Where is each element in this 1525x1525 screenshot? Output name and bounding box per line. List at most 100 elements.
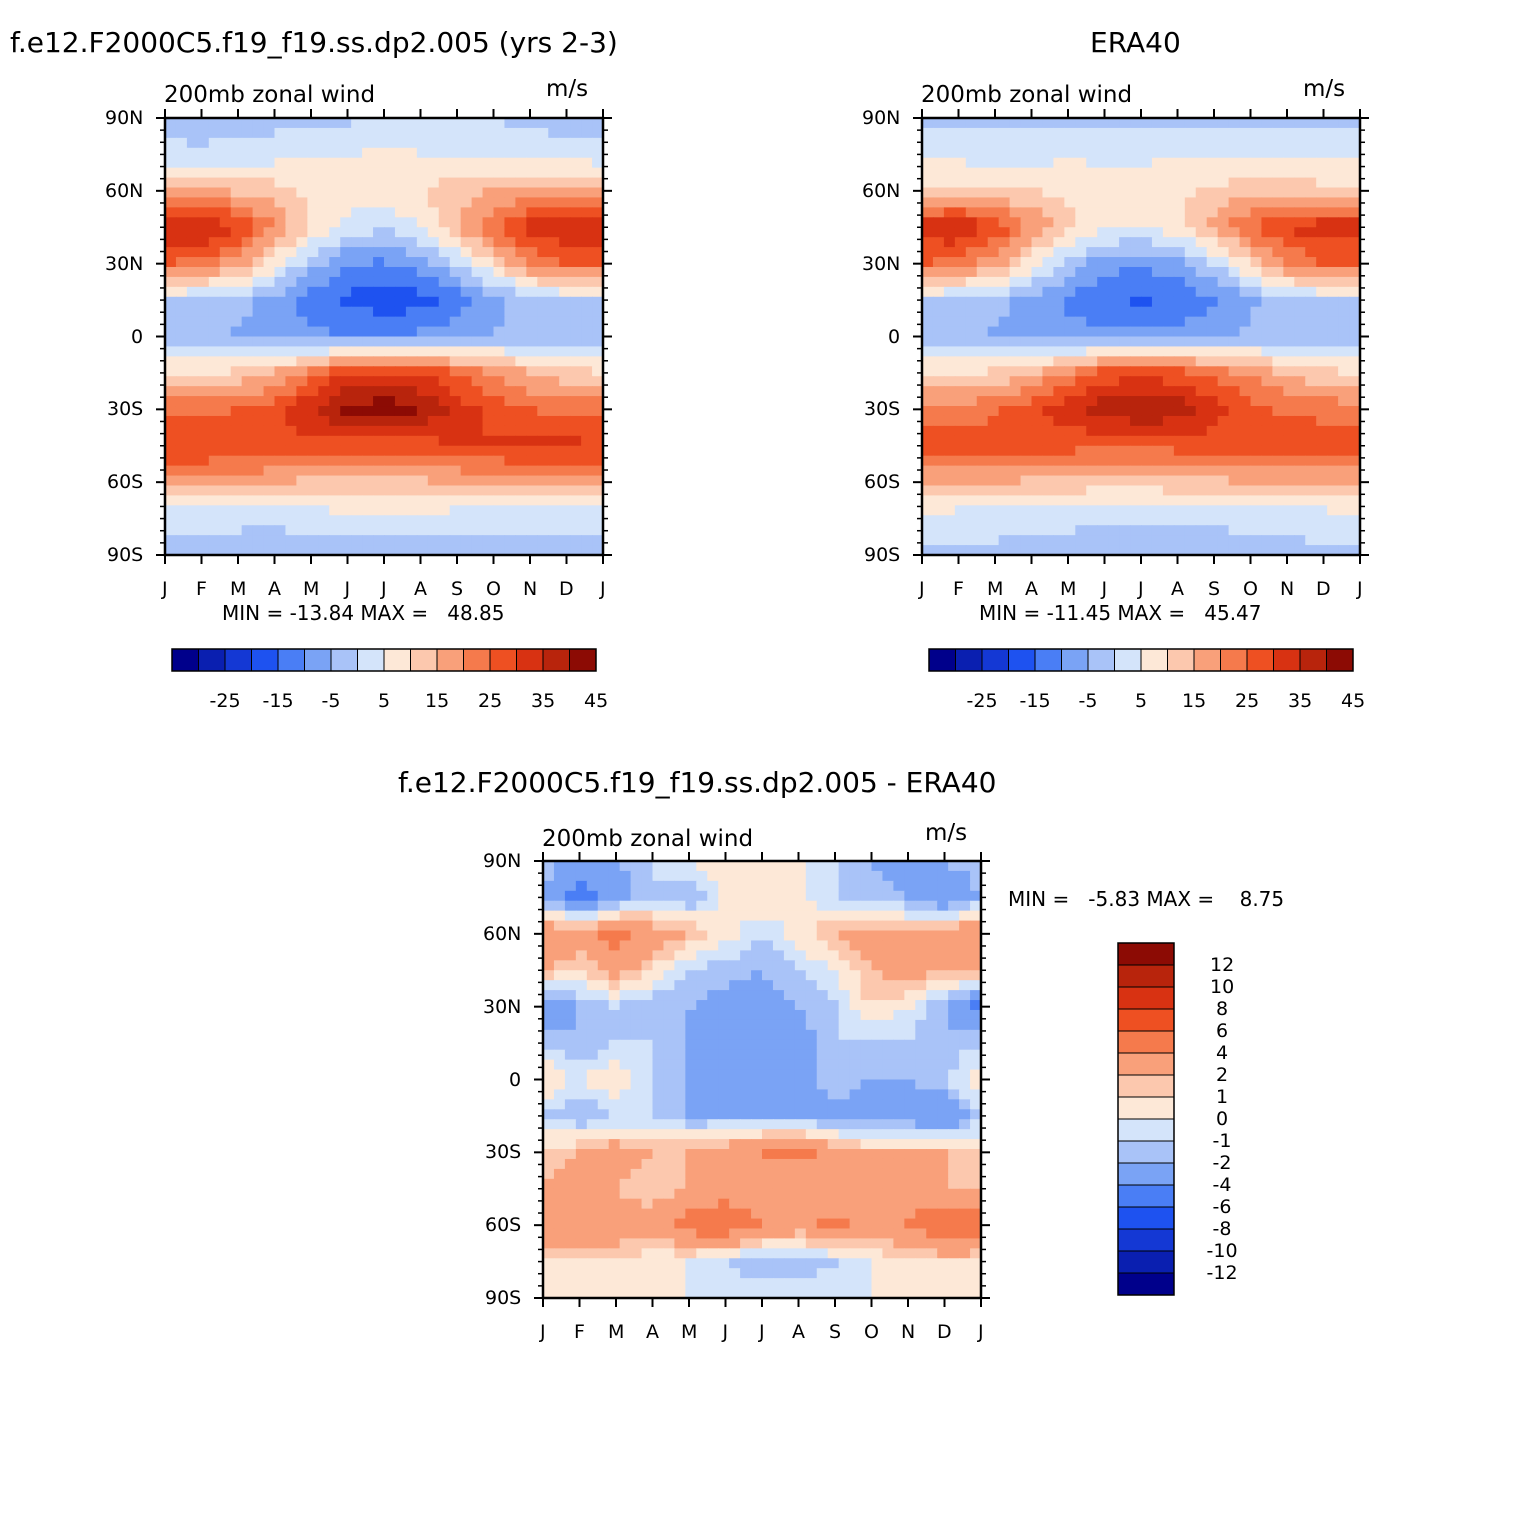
heatmap-cell bbox=[1217, 346, 1230, 357]
heatmap-cell bbox=[915, 870, 927, 882]
heatmap-cell bbox=[976, 376, 989, 387]
heatmap-cell bbox=[307, 147, 319, 159]
heatmap-cell bbox=[1162, 296, 1175, 308]
heatmap-cell bbox=[285, 227, 297, 238]
heatmap-cell bbox=[915, 1139, 927, 1150]
heatmap-cell bbox=[427, 346, 440, 357]
heatmap-cell bbox=[1053, 366, 1065, 377]
heatmap-cell bbox=[1217, 415, 1230, 427]
heatmap-cell bbox=[1338, 535, 1350, 546]
heatmap-cell bbox=[1042, 485, 1054, 497]
heatmap-cell bbox=[296, 356, 308, 367]
heatmap-cell bbox=[586, 1039, 599, 1051]
heatmap-cell bbox=[1228, 296, 1241, 308]
heatmap-cell bbox=[482, 366, 495, 377]
heatmap-cell bbox=[663, 980, 675, 991]
heatmap-cell bbox=[652, 910, 665, 922]
heatmap-cell bbox=[1217, 356, 1230, 367]
heatmap-cell bbox=[1294, 167, 1306, 179]
heatmap-cell bbox=[1283, 217, 1295, 228]
heatmap-cell bbox=[1305, 455, 1317, 467]
heatmap-cell bbox=[937, 940, 949, 951]
heatmap-cell bbox=[976, 127, 989, 139]
heatmap-cell bbox=[959, 1079, 971, 1091]
heatmap-cell bbox=[230, 286, 243, 298]
heatmap-cell bbox=[729, 1000, 741, 1011]
heatmap-cell bbox=[307, 515, 319, 526]
heatmap-cell bbox=[592, 247, 604, 258]
heatmap-cell bbox=[959, 960, 971, 971]
heatmap-cell bbox=[1130, 127, 1142, 139]
heatmap-cell bbox=[263, 545, 276, 556]
heatmap-cell bbox=[559, 515, 571, 526]
heatmap-cell bbox=[1261, 266, 1273, 278]
heatmap-cell bbox=[1053, 525, 1065, 536]
heatmap-cell bbox=[318, 127, 330, 139]
heatmap-cell bbox=[1327, 197, 1339, 208]
heatmap-cell bbox=[482, 276, 495, 288]
heatmap-cell bbox=[904, 1149, 916, 1160]
heatmap-cell bbox=[663, 1129, 675, 1140]
heatmap-cell bbox=[351, 366, 363, 377]
heatmap-cell bbox=[1250, 435, 1263, 447]
heatmap-cell bbox=[783, 950, 796, 961]
heatmap-cell bbox=[827, 990, 840, 1001]
heatmap-cell bbox=[1250, 445, 1263, 457]
heatmap-cell bbox=[619, 1009, 632, 1021]
heatmap-cell bbox=[351, 257, 363, 268]
heatmap-cell bbox=[948, 940, 960, 951]
heatmap-cell bbox=[449, 286, 462, 298]
heatmap-cell bbox=[1239, 366, 1252, 377]
heatmap-cell bbox=[274, 396, 287, 407]
heatmap-cell bbox=[932, 197, 945, 208]
heatmap-cell bbox=[998, 306, 1011, 318]
heatmap-cell bbox=[1184, 475, 1197, 487]
heatmap-cell bbox=[772, 1029, 785, 1041]
heatmap-cell bbox=[685, 1089, 697, 1100]
heatmap-cell bbox=[1283, 316, 1295, 328]
heatmap-cell bbox=[965, 177, 978, 189]
heatmap-cell bbox=[1305, 535, 1317, 546]
heatmap-cell bbox=[1086, 217, 1098, 228]
heatmap-cell bbox=[1195, 545, 1208, 556]
heatmap-cell bbox=[504, 147, 516, 159]
heatmap-cell bbox=[449, 296, 462, 308]
heatmap-cell bbox=[586, 1089, 599, 1100]
heatmap-cell bbox=[1228, 157, 1241, 169]
heatmap-cell bbox=[175, 445, 188, 457]
heatmap-cell bbox=[948, 990, 960, 1001]
heatmap-cell bbox=[1349, 346, 1361, 357]
heatmap-cell bbox=[652, 861, 665, 872]
heatmap-cell bbox=[1031, 455, 1044, 467]
heatmap-cell bbox=[882, 1099, 894, 1110]
heatmap-cell bbox=[416, 127, 429, 139]
heatmap-cell bbox=[751, 1019, 763, 1031]
heatmap-cell bbox=[449, 406, 462, 417]
heatmap-cell bbox=[1108, 336, 1120, 348]
heatmap-cell bbox=[1261, 157, 1273, 169]
heatmap-cell bbox=[394, 415, 407, 427]
heatmap-cell bbox=[526, 515, 538, 526]
heatmap-cell bbox=[685, 870, 697, 882]
heatmap-cell bbox=[438, 406, 451, 417]
heatmap-cell bbox=[1283, 435, 1295, 447]
heatmap-cell bbox=[1075, 465, 1087, 477]
heatmap-cell bbox=[619, 880, 632, 892]
heatmap-cell bbox=[922, 227, 934, 238]
heatmap-cell bbox=[1162, 425, 1175, 437]
heatmap-cell bbox=[296, 425, 308, 437]
heatmap-cell bbox=[751, 960, 763, 971]
heatmap-cell bbox=[1075, 415, 1087, 427]
heatmap-cell bbox=[740, 1099, 752, 1110]
heatmap-cell bbox=[772, 890, 785, 902]
heatmap-cell bbox=[849, 910, 862, 922]
heatmap-cell bbox=[871, 870, 884, 882]
heatmap-cell bbox=[740, 1119, 752, 1130]
heatmap-cell bbox=[1119, 515, 1131, 526]
heatmap-cell bbox=[794, 1000, 807, 1011]
heatmap-cell bbox=[959, 910, 971, 922]
heatmap-cell bbox=[559, 137, 571, 149]
heatmap-cell bbox=[860, 1099, 873, 1110]
heatmap-cell bbox=[471, 326, 484, 338]
heatmap-cell bbox=[548, 475, 560, 487]
